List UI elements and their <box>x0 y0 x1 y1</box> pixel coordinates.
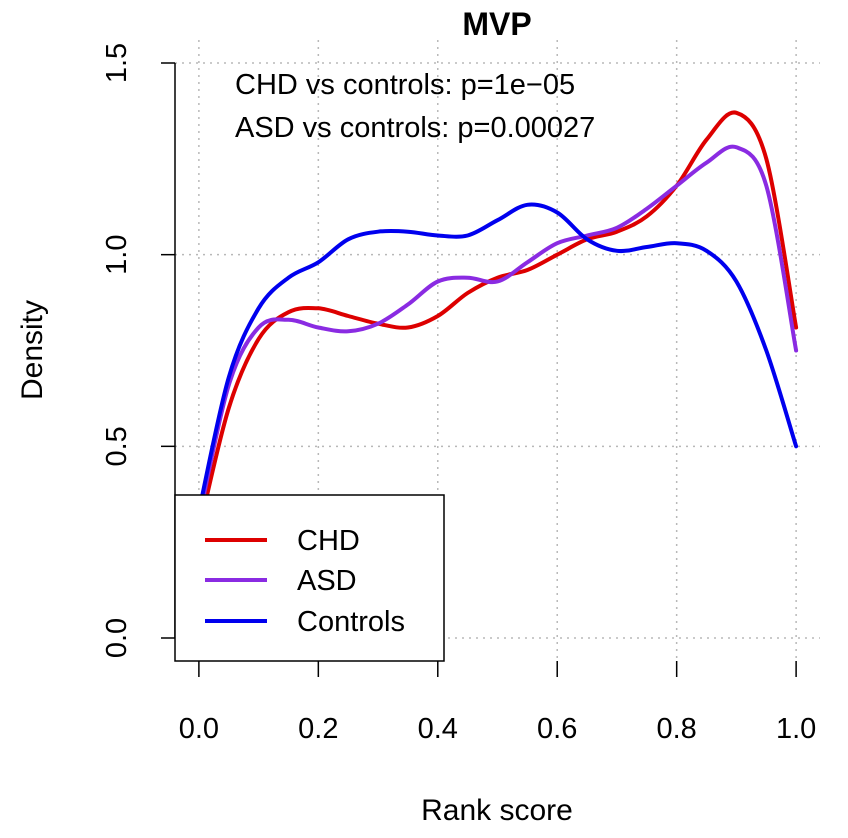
series-line-controls <box>196 202 799 514</box>
grid <box>175 40 820 661</box>
y-tick-label: 0.5 <box>101 426 133 466</box>
y-tick-label: 1.0 <box>101 235 133 275</box>
annotation-chd-pvalue: CHD vs controls: p=1e−05 <box>235 69 575 101</box>
series-line-asd <box>196 144 799 522</box>
legend-label-asd: ASD <box>297 565 357 597</box>
x-tick-label: 0.8 <box>657 713 697 745</box>
series-line-chd <box>196 110 799 533</box>
y-axis-label: Density <box>16 300 49 400</box>
x-tick-label: 0.2 <box>298 713 338 745</box>
chart-title: MVP <box>462 6 531 42</box>
annotation-asd-pvalue: ASD vs controls: p=0.00027 <box>235 112 595 144</box>
y-tick-label: 0.0 <box>101 618 133 658</box>
legend: CHD ASD Controls <box>174 494 445 662</box>
legend-label-controls: Controls <box>297 606 405 638</box>
series-lines <box>196 110 799 533</box>
x-tick-label: 0.4 <box>418 713 458 745</box>
x-tick-label: 1.0 <box>776 713 816 745</box>
x-axis-label: Rank score <box>421 794 573 827</box>
x-tick-label: 0.0 <box>179 713 219 745</box>
legend-label-chd: CHD <box>297 525 360 557</box>
y-tick-label: 1.5 <box>101 43 133 83</box>
x-axis-ticks: 0.0 0.2 0.4 0.6 0.8 1.0 <box>179 661 816 745</box>
y-axis-ticks: 0.0 0.5 1.0 1.5 <box>101 43 175 658</box>
x-tick-label: 0.6 <box>537 713 577 745</box>
